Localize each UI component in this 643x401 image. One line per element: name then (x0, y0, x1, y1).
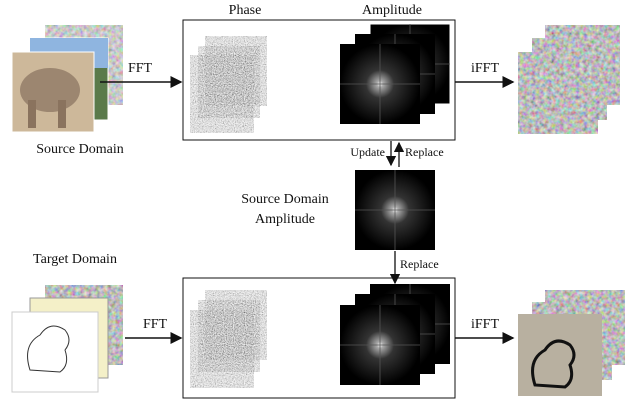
arrow-label: iFFT (471, 317, 499, 332)
arrow-label: Replace (405, 145, 444, 159)
arrow-label: Replace (400, 257, 439, 271)
phase-stack (190, 290, 267, 388)
arrow-label: FFT (128, 61, 153, 76)
amplitude-label: Amplitude (362, 3, 422, 18)
target-label: Target Domain (33, 252, 117, 267)
source-amplitude (355, 170, 435, 250)
source-amplitude-label: Source Domain (241, 192, 328, 207)
amplitude-stack (340, 24, 450, 124)
diagram: Source Domain FFT Phase Amplitude iFFT U… (0, 0, 643, 401)
phase-label: Phase (229, 3, 262, 18)
source-label: Source Domain (36, 142, 123, 157)
arrow-label: iFFT (471, 61, 499, 76)
amplitude-stack (340, 284, 450, 385)
source-images (12, 25, 123, 132)
stylized-target (518, 290, 625, 396)
stylized-source (518, 25, 620, 134)
arrow-label: Update (350, 145, 385, 159)
target-images (12, 285, 123, 392)
arrow-label: FFT (143, 317, 168, 332)
source-amplitude-label: Amplitude (255, 212, 315, 227)
phase-stack (190, 36, 267, 133)
